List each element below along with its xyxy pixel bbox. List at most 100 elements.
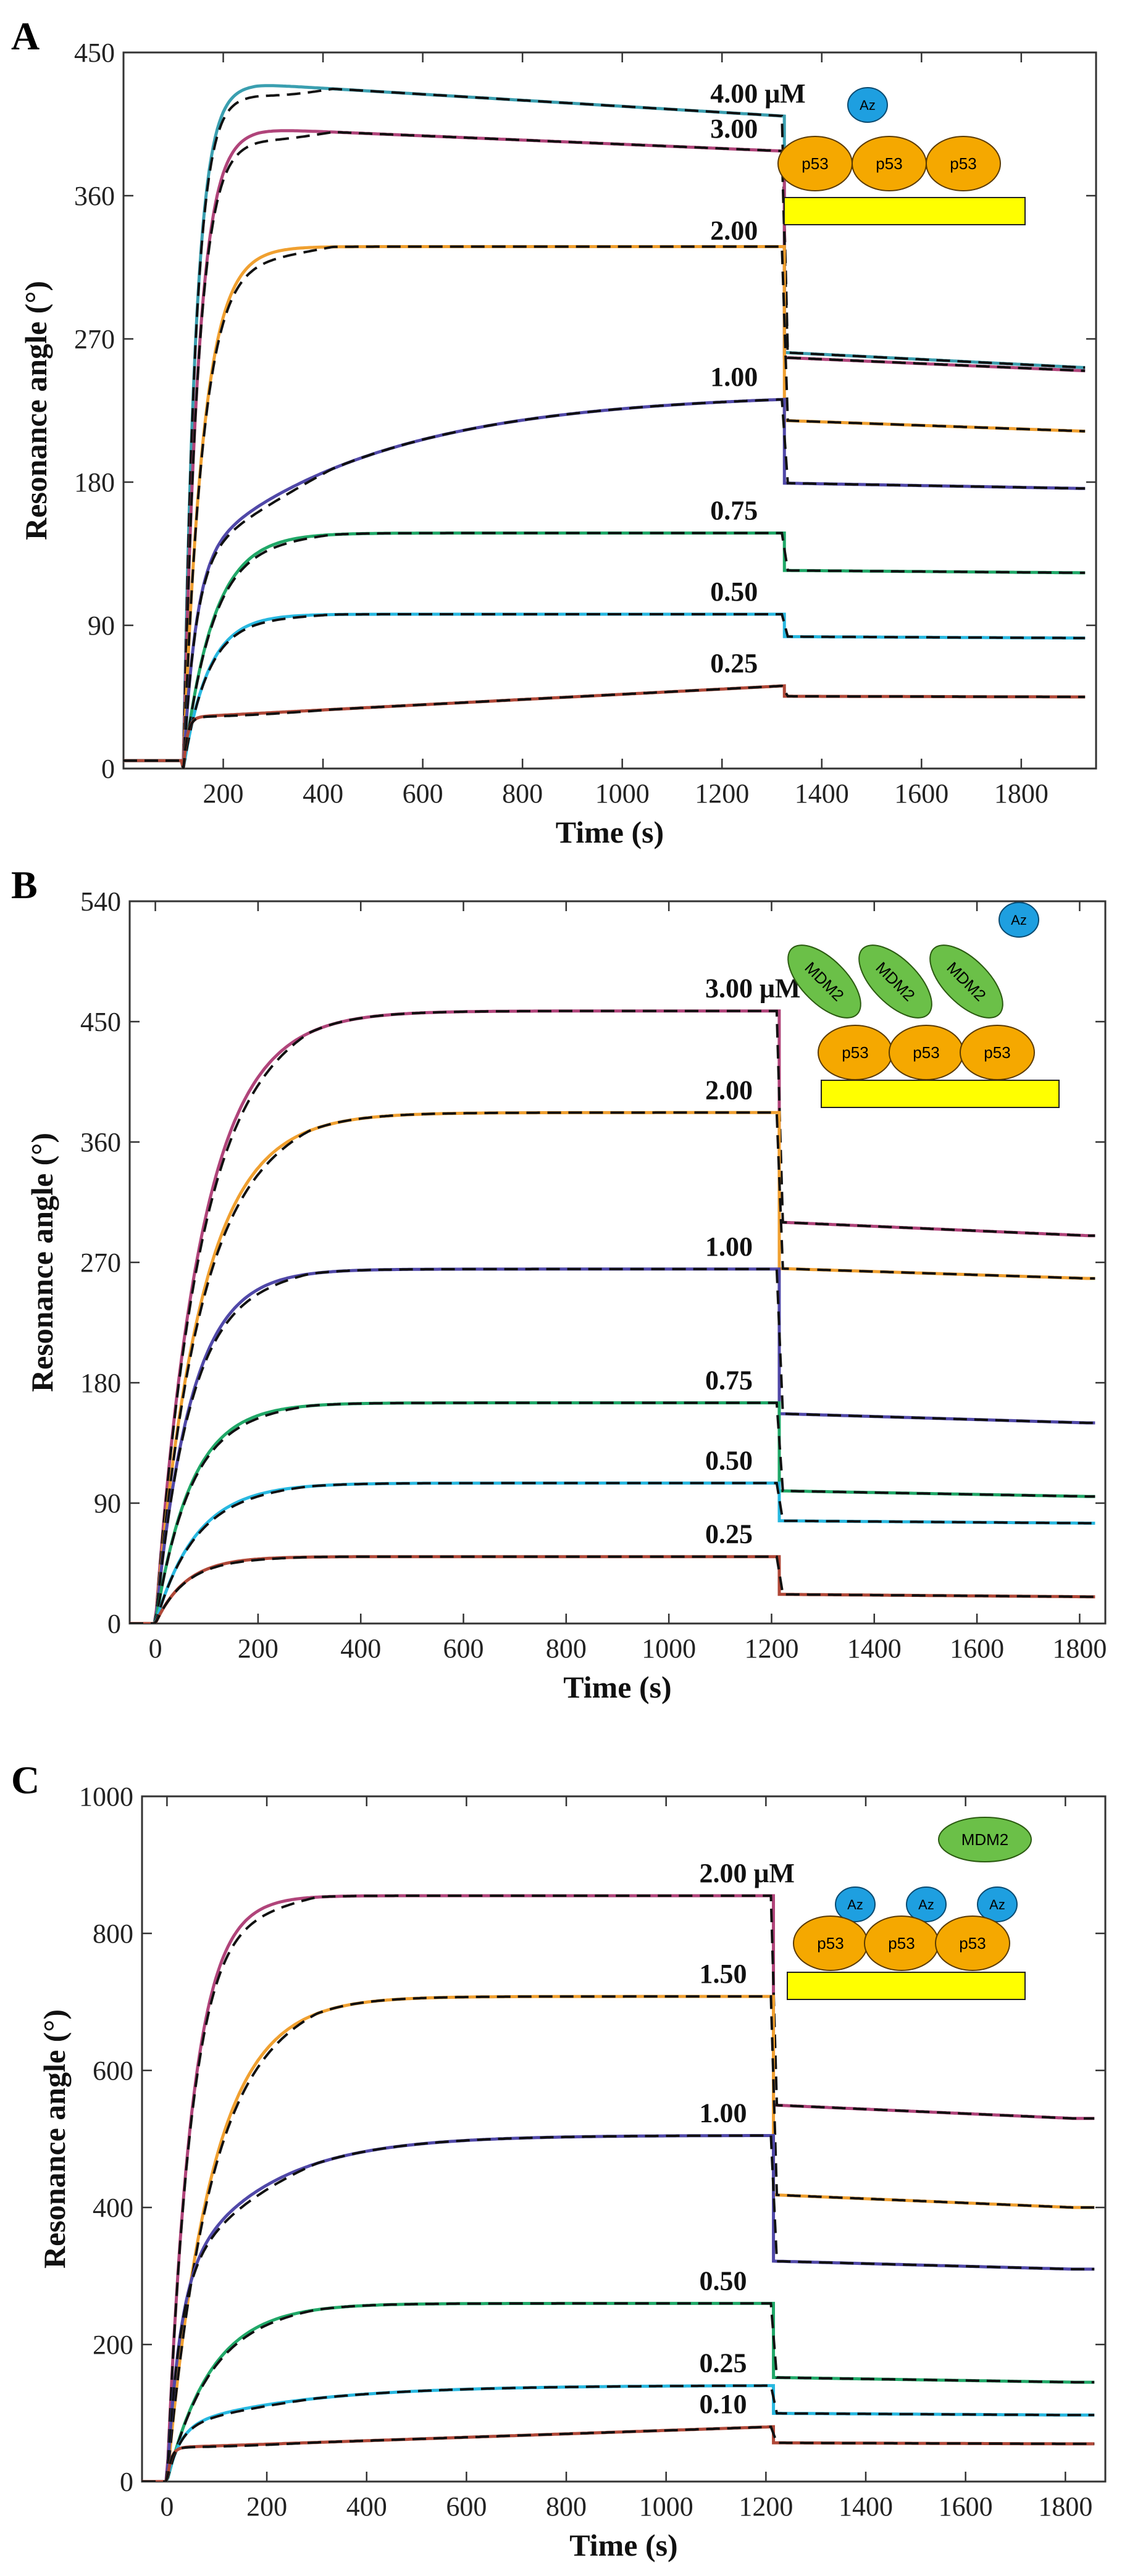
series-fit-1 bbox=[142, 1995, 1095, 2482]
series-line-5 bbox=[142, 2425, 1095, 2482]
p53-label: p53 bbox=[817, 1934, 844, 1953]
y-tick-label: 270 bbox=[80, 1248, 121, 1278]
series-line-4 bbox=[130, 1482, 1095, 1624]
series-fit-2 bbox=[142, 2134, 1095, 2482]
p53-label: p53 bbox=[959, 1934, 986, 1953]
concentration-label: 0.50 bbox=[710, 577, 758, 607]
concentration-label: 4.00 μM bbox=[710, 78, 805, 109]
az-bead bbox=[835, 1886, 876, 1922]
y-tick-label: 90 bbox=[94, 1488, 121, 1519]
plot-area bbox=[130, 1009, 1095, 1624]
y-tick-label: 540 bbox=[80, 886, 121, 917]
y-tick-label: 360 bbox=[74, 181, 115, 211]
x-tick-label: 0 bbox=[160, 2491, 174, 2522]
y-tick-label: 450 bbox=[74, 38, 115, 68]
x-tick-label: 600 bbox=[443, 1633, 484, 1664]
series-line-4 bbox=[124, 531, 1086, 769]
x-tick-label: 1200 bbox=[739, 2491, 793, 2522]
az-label: Az bbox=[847, 1897, 863, 1912]
x-tick-label: 800 bbox=[546, 1633, 587, 1664]
y-tick-label: 360 bbox=[80, 1127, 121, 1157]
concentration-label: 3.00 μM bbox=[705, 973, 800, 1004]
x-tick-label: 1400 bbox=[839, 2491, 893, 2522]
plot-frame bbox=[141, 1795, 1107, 2483]
y-tick-label: 200 bbox=[93, 2330, 133, 2360]
x-tick-label: 200 bbox=[238, 1633, 278, 1664]
concentration-label: 0.25 bbox=[710, 648, 758, 678]
x-tick-label: 1200 bbox=[744, 1633, 798, 1664]
series-fit-4 bbox=[142, 2384, 1095, 2482]
series-line-2 bbox=[130, 1267, 1095, 1624]
series-line-5 bbox=[124, 612, 1086, 769]
y-tick-label: 270 bbox=[74, 324, 115, 354]
concentration-label: 1.50 bbox=[699, 1959, 747, 1989]
az-label: Az bbox=[918, 1897, 934, 1912]
y-tick-label: 400 bbox=[93, 2193, 133, 2223]
x-tick-label: 200 bbox=[246, 2491, 287, 2522]
concentration-label: 0.50 bbox=[705, 1446, 753, 1476]
sensor-surface bbox=[787, 1972, 1026, 2000]
series-fit-0 bbox=[130, 1009, 1095, 1624]
mdm2-bead bbox=[858, 944, 932, 1019]
series-fit-5 bbox=[142, 2425, 1095, 2482]
series-line-3 bbox=[130, 1401, 1095, 1624]
az-label: Az bbox=[989, 1897, 1005, 1912]
series-fit-0 bbox=[124, 87, 1086, 762]
p53-bead bbox=[960, 1025, 1035, 1080]
concentration-label: 0.10 bbox=[699, 2389, 747, 2419]
x-tick-label: 1400 bbox=[847, 1633, 902, 1664]
x-tick-label: 1600 bbox=[950, 1633, 1004, 1664]
series-fit-2 bbox=[124, 245, 1086, 769]
concentration-label: 0.25 bbox=[705, 1519, 753, 1549]
az-label: Az bbox=[860, 98, 876, 113]
y-tick-label: 0 bbox=[107, 1609, 121, 1639]
series-fit-6 bbox=[124, 685, 1086, 769]
y-axis-title: Resonance angle (°) bbox=[19, 281, 53, 540]
concentration-label: 1.00 bbox=[699, 2098, 747, 2128]
series-line-2 bbox=[124, 245, 1086, 769]
p53-label: p53 bbox=[950, 154, 976, 173]
x-tick-label: 1000 bbox=[642, 1633, 696, 1664]
az-bead bbox=[977, 1886, 1018, 1922]
x-tick-label: 0 bbox=[149, 1633, 162, 1664]
p53-label: p53 bbox=[802, 154, 828, 173]
x-tick-label: 600 bbox=[446, 2491, 487, 2522]
x-tick-label: 1600 bbox=[894, 778, 948, 809]
series-line-1 bbox=[142, 1995, 1095, 2482]
series-line-0 bbox=[124, 84, 1086, 762]
y-axis-title: Resonance angle (°) bbox=[25, 1133, 59, 1392]
p53-label: p53 bbox=[842, 1043, 868, 1062]
panel-letter: A bbox=[11, 14, 40, 58]
concentration-label: 2.00 μM bbox=[699, 1858, 794, 1888]
y-tick-label: 90 bbox=[88, 611, 115, 641]
series-fit-3 bbox=[130, 1401, 1095, 1624]
x-tick-label: 1600 bbox=[939, 2491, 993, 2522]
sensor-surface bbox=[821, 1080, 1060, 1108]
mdm2-bead bbox=[929, 944, 1003, 1019]
panel-a: A 200 400 600 800 1000 1200 1400 1600 1800 0 90 180 2… bbox=[11, 14, 1097, 849]
plot-area bbox=[142, 1894, 1095, 2482]
az-label: Az bbox=[1011, 912, 1027, 928]
concentration-label: 0.25 bbox=[699, 2348, 747, 2378]
y-tick-label: 0 bbox=[120, 2467, 133, 2497]
panel-letter: B bbox=[11, 863, 38, 907]
series-fit-0 bbox=[142, 1894, 1095, 2482]
panel-b: B 0 200 400 600 800 1000 1200 1400 1600 1800 0 90 180… bbox=[11, 863, 1107, 1704]
p53-label: p53 bbox=[984, 1043, 1010, 1062]
y-tick-label: 450 bbox=[80, 1007, 121, 1037]
concentration-label: 0.75 bbox=[705, 1365, 753, 1396]
x-tick-label: 1400 bbox=[795, 778, 849, 809]
y-tick-label: 0 bbox=[101, 754, 115, 784]
concentration-label: 1.00 bbox=[705, 1232, 753, 1262]
plot-area bbox=[124, 84, 1086, 769]
mdm2-bead bbox=[938, 1817, 1032, 1862]
x-tick-label: 600 bbox=[403, 778, 443, 809]
series-fit-1 bbox=[124, 130, 1086, 762]
mdm2-bead bbox=[787, 944, 861, 1019]
series-line-3 bbox=[142, 2301, 1095, 2482]
series-fit-2 bbox=[130, 1267, 1095, 1624]
sensor-surface bbox=[784, 197, 1026, 225]
concentration-label: 0.50 bbox=[699, 2265, 747, 2296]
